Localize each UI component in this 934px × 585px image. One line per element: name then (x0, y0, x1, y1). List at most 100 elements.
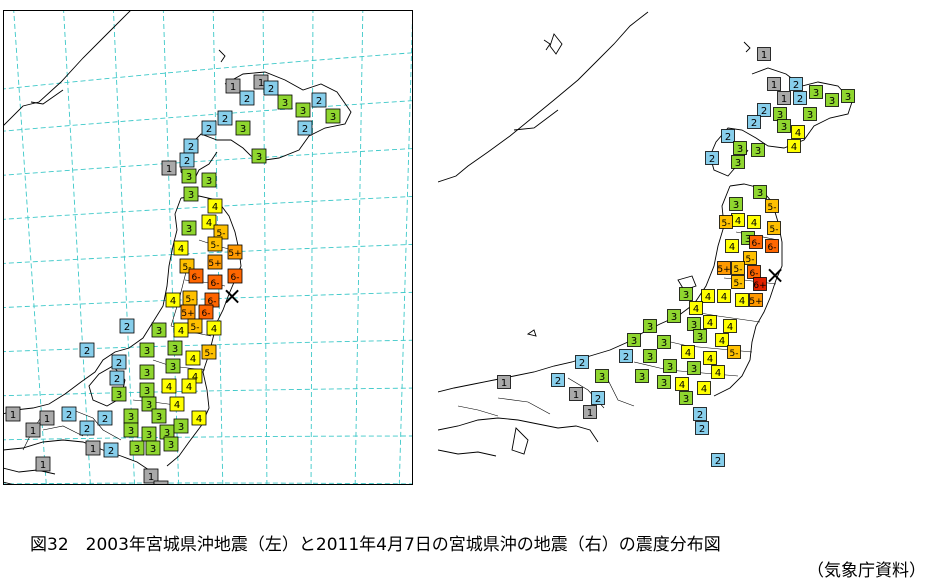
intensity-marker-box (311, 92, 327, 108)
intensity-marker: 6+ (753, 277, 767, 291)
intensity-marker-label: 3 (735, 158, 741, 169)
intensity-marker-label: 1 (258, 78, 264, 89)
intensity-marker-box (697, 381, 711, 395)
intensity-marker-box (687, 361, 701, 375)
intensity-marker-box (793, 91, 807, 105)
intensity-marker-box (97, 410, 113, 426)
intensity-marker: 2 (693, 407, 707, 421)
intensity-marker: 2 (591, 391, 605, 405)
intensity-marker-label: 5+ (749, 297, 762, 307)
intensity-marker-box (711, 453, 725, 467)
intensity-marker-label: 2 (268, 84, 274, 95)
intensity-marker: 4 (207, 198, 223, 214)
intensity-marker-label: 4 (166, 382, 172, 393)
intensity-marker: 5+ (749, 293, 763, 307)
intensity-marker-label: 3 (807, 110, 813, 121)
intensity-marker-label: 2 (797, 94, 803, 105)
intensity-marker: 3 (803, 107, 817, 121)
intensity-marker: 2 (705, 151, 719, 165)
intensity-marker-label: 1 (10, 410, 16, 421)
intensity-marker-label: 2 (222, 114, 228, 125)
intensity-marker-box (719, 215, 733, 229)
intensity-marker-label: 3 (683, 394, 689, 405)
intensity-marker: 2 (217, 110, 233, 126)
intensity-marker-box (657, 335, 671, 349)
intensity-marker-label: 3 (647, 352, 653, 363)
intensity-marker-box (79, 420, 95, 436)
intensity-marker-box (185, 350, 201, 366)
intensity-marker-label: 3 (813, 88, 819, 99)
intensity-marker-label: 5+ (208, 259, 221, 269)
intensity-marker: 4 (165, 292, 181, 308)
intensity-marker: 2 (79, 420, 95, 436)
intensity-marker: 2 (61, 406, 77, 422)
intensity-marker: 5- (767, 221, 781, 235)
intensity-marker: 6- (765, 239, 779, 253)
intensity-marker-label: 2 (184, 156, 190, 167)
intensity-marker-box (151, 322, 167, 338)
epicenter-icon: × (765, 261, 785, 289)
intensity-marker-box (201, 172, 217, 188)
intensity-marker: 3 (657, 375, 671, 389)
intensity-marker: 1 (497, 375, 511, 389)
intensity-marker: 4 (703, 315, 717, 329)
intensity-marker-label: 3 (146, 430, 152, 441)
intensity-marker: 2 (179, 152, 195, 168)
intensity-marker: 2 (263, 80, 279, 96)
intensity-marker-label: 2 (114, 374, 120, 385)
intensity-marker-box (206, 320, 222, 336)
intensity-marker: 4 (697, 381, 711, 395)
intensity-marker-box (207, 236, 223, 252)
intensity-marker-box (181, 220, 197, 236)
intensity-marker: 2 (757, 103, 771, 117)
intensity-marker: 3 (251, 148, 267, 164)
intensity-marker-label: 3 (206, 176, 212, 187)
intensity-marker: 3 (729, 197, 743, 211)
intensity-marker-label: 3 (150, 444, 156, 455)
intensity-marker-label: 3 (128, 412, 134, 423)
intensity-marker-box (841, 89, 855, 103)
intensity-marker-box (767, 221, 781, 235)
intensity-marker-label: 1 (771, 80, 777, 91)
intensity-marker-label: 3 (639, 372, 645, 383)
intensity-marker-box (143, 468, 159, 484)
intensity-marker-box (693, 329, 707, 343)
intensity-marker: 4 (191, 410, 207, 426)
intensity-marker-box (277, 94, 293, 110)
intensity-marker: 4 (711, 365, 725, 379)
intensity-marker-label: 5- (217, 229, 226, 239)
intensity-marker-label: 3 (757, 188, 763, 199)
intensity-marker: 2 (789, 77, 803, 91)
intensity-marker: 3 (773, 107, 787, 121)
intensity-marker-label: 4 (685, 348, 691, 359)
intensity-marker-label: 6- (208, 297, 217, 307)
intensity-marker-box (207, 254, 223, 270)
intensity-marker-label: 2 (188, 142, 194, 153)
intensity-marker-label: 3 (691, 320, 697, 331)
intensity-marker-box (711, 365, 725, 379)
intensity-marker-label: 3 (661, 378, 667, 389)
intensity-marker-box (731, 155, 745, 169)
intensity-marker-label: 3 (777, 110, 783, 121)
intensity-marker-label: 1 (230, 82, 236, 93)
intensity-marker-label: 3 (128, 426, 134, 437)
intensity-marker: 3 (141, 396, 157, 412)
intensity-marker-box (207, 198, 223, 214)
intensity-marker: 3 (277, 94, 293, 110)
intensity-marker: 5- (765, 199, 779, 213)
intensity-marker-label: 6- (752, 239, 761, 249)
intensity-marker-label: 3 (691, 364, 697, 375)
intensity-marker-label: 4 (795, 128, 801, 139)
intensity-marker: 3 (687, 361, 701, 375)
intensity-marker-label: 2 (116, 358, 122, 369)
intensity-marker: 3 (663, 359, 677, 373)
intensity-marker: 4 (169, 396, 185, 412)
intensity-marker-box (619, 349, 633, 363)
intensity-marker-box (295, 102, 311, 118)
intensity-marker-box (679, 287, 693, 301)
intensity-marker: 5+ (717, 261, 731, 275)
intensity-marker: 3 (111, 386, 127, 402)
intensity-marker: 3 (123, 408, 139, 424)
intensity-marker-box (689, 301, 703, 315)
